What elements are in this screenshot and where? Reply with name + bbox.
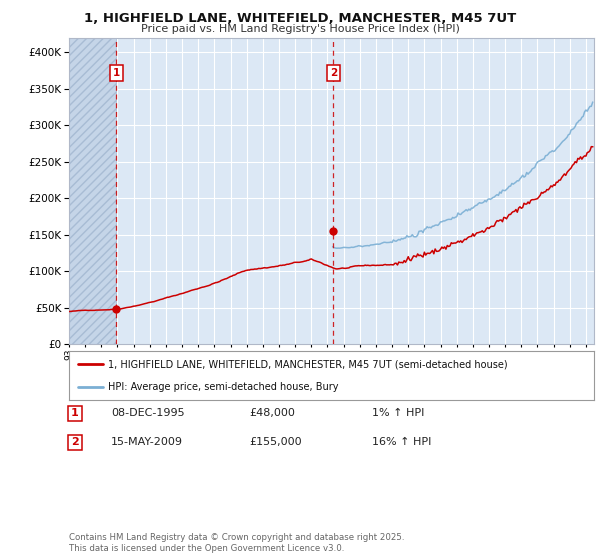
Text: 08-DEC-1995: 08-DEC-1995 bbox=[111, 408, 185, 418]
Text: 16% ↑ HPI: 16% ↑ HPI bbox=[372, 437, 431, 447]
Text: 1: 1 bbox=[71, 408, 79, 418]
Text: 1: 1 bbox=[113, 68, 120, 78]
Text: £48,000: £48,000 bbox=[249, 408, 295, 418]
Text: Contains HM Land Registry data © Crown copyright and database right 2025.
This d: Contains HM Land Registry data © Crown c… bbox=[69, 533, 404, 553]
Text: 2: 2 bbox=[71, 437, 79, 447]
Bar bbox=[69, 38, 116, 344]
Text: HPI: Average price, semi-detached house, Bury: HPI: Average price, semi-detached house,… bbox=[109, 382, 339, 392]
Text: Price paid vs. HM Land Registry's House Price Index (HPI): Price paid vs. HM Land Registry's House … bbox=[140, 24, 460, 34]
Text: 1, HIGHFIELD LANE, WHITEFIELD, MANCHESTER, M45 7UT: 1, HIGHFIELD LANE, WHITEFIELD, MANCHESTE… bbox=[84, 12, 516, 25]
Text: 1, HIGHFIELD LANE, WHITEFIELD, MANCHESTER, M45 7UT (semi-detached house): 1, HIGHFIELD LANE, WHITEFIELD, MANCHESTE… bbox=[109, 360, 508, 370]
Text: 1% ↑ HPI: 1% ↑ HPI bbox=[372, 408, 424, 418]
Text: 2: 2 bbox=[330, 68, 337, 78]
Text: 15-MAY-2009: 15-MAY-2009 bbox=[111, 437, 183, 447]
Text: £155,000: £155,000 bbox=[249, 437, 302, 447]
